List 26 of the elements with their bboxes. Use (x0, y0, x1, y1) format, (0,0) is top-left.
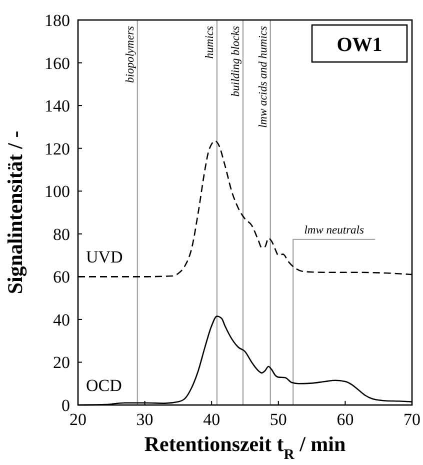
y-tick-label: 120 (44, 139, 70, 158)
y-tick-label: 180 (44, 11, 70, 30)
y-tick-label: 80 (53, 224, 70, 244)
x-tick-label: 60 (336, 410, 354, 429)
series-label: UVD (86, 248, 123, 267)
y-tick-label: 40 (53, 310, 70, 330)
ref-line-label: biopolymers (124, 25, 136, 83)
ref-line-label: lmw acids and humics (257, 25, 270, 128)
x-tick-label: 70 (404, 410, 420, 429)
y-tick-label: 160 (44, 54, 70, 73)
y-tick-label: 140 (44, 96, 70, 116)
annotation: OW1 (336, 34, 382, 56)
x-tick-label: 20 (70, 410, 86, 429)
y-tick-label: 0 (62, 396, 70, 415)
x-tick-label: 30 (136, 410, 154, 429)
series-label: OCD (86, 376, 122, 395)
y-tick-label: 100 (44, 182, 70, 202)
x-tick-label: 50 (270, 410, 287, 429)
ref-line-label: building blocks (230, 25, 242, 97)
x-tick-label: 40 (203, 410, 220, 429)
y-tick-label: 20 (53, 353, 70, 372)
ref-line-label: lmw neutrals (304, 224, 364, 236)
y-tick-label: 60 (53, 268, 70, 287)
x-axis-title: Retentionszeit t$_{R}$ / min (144, 432, 346, 463)
ref-line-label: humics (204, 25, 216, 59)
y-axis-title: Signalintensität / - (3, 130, 27, 294)
